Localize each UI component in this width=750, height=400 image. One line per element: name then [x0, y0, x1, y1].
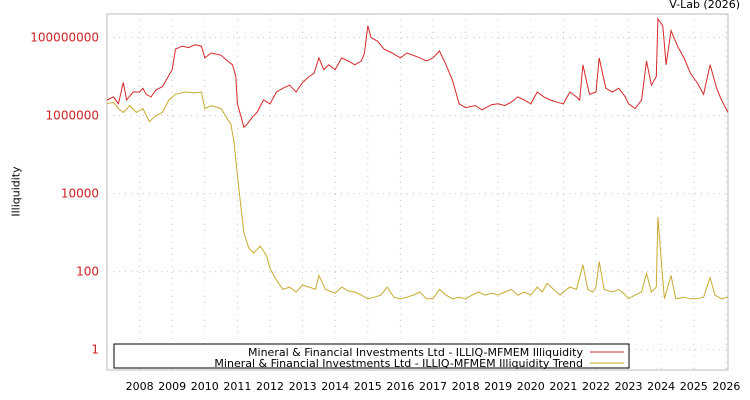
x-tick-label: 2020: [517, 380, 545, 393]
x-tick-label: 2011: [223, 380, 251, 393]
x-tick-label: 2019: [484, 380, 512, 393]
legend-box: [113, 343, 630, 369]
y-tick-label: 1000000: [46, 109, 99, 123]
x-tick-label: 2022: [582, 380, 610, 393]
chart-credit: V-Lab (2026): [669, 0, 740, 11]
x-tick-label: 2009: [158, 380, 186, 393]
x-tick-label: 2026: [712, 380, 740, 393]
y-tick-label: 100: [76, 265, 99, 279]
x-tick-label: 2008: [126, 380, 154, 393]
legend: Mineral & Financial Investments Ltd - IL…: [113, 343, 630, 370]
x-tick-label: 2018: [452, 380, 480, 393]
x-tick-label: 2017: [419, 380, 447, 393]
x-tick-label: 2015: [354, 380, 382, 393]
series-lines: [106, 17, 729, 300]
y-axis-ticks: 110010000100000010000000010000000000: [30, 30, 99, 357]
y-tick-label: 1: [91, 343, 99, 357]
plot-frame: [106, 13, 729, 371]
illiquidity-line: [106, 17, 729, 129]
x-tick-label: 2016: [386, 380, 414, 393]
y-tick-label: 100000000: [30, 30, 99, 44]
x-tick-label: 2024: [647, 380, 675, 393]
legend-label: Mineral & Financial Investments Ltd - IL…: [248, 346, 583, 359]
x-tick-label: 2025: [680, 380, 708, 393]
x-tick-label: 2021: [549, 380, 577, 393]
x-tick-label: 2014: [321, 380, 349, 393]
x-tick-label: 2013: [289, 380, 317, 393]
legend-label: Mineral & Financial Investments Ltd - IL…: [214, 357, 583, 370]
x-tick-label: 2023: [615, 380, 643, 393]
y-tick-label: 10000: [61, 187, 99, 201]
x-tick-label: 2010: [191, 380, 219, 393]
x-tick-label: 2012: [256, 380, 284, 393]
illiquidity-trend-line: [106, 91, 729, 300]
x-axis-ticks: 2008 2009 2010 2011 2012 2013 2014 2015 2016 2017…: [126, 380, 741, 393]
